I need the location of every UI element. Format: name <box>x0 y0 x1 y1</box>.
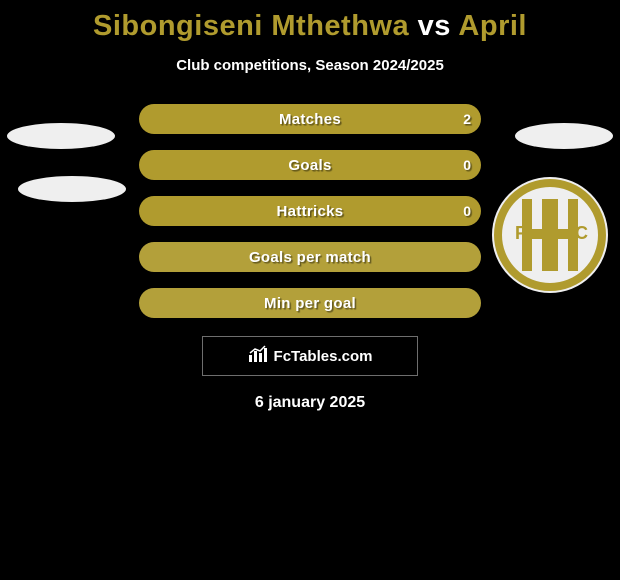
subtitle: Club competitions, Season 2024/2025 <box>0 57 620 74</box>
comparison-title: Sibongiseni Mthethwa vs April <box>0 0 620 43</box>
date-text: 6 january 2025 <box>0 394 620 412</box>
player2-badge-ellipse <box>515 123 613 149</box>
footer-brand-text: FcTables.com <box>274 348 373 365</box>
stat-bar: Goals 0 <box>139 150 481 180</box>
player1-badge-ellipse-2 <box>18 176 126 202</box>
stat-label: Hattricks <box>277 203 344 220</box>
svg-text:C: C <box>575 223 588 243</box>
player1-name: Sibongiseni Mthethwa <box>93 10 409 42</box>
stat-bar: Matches 2 <box>139 104 481 134</box>
stat-label: Goals <box>288 157 331 174</box>
footer-branding[interactable]: FcTables.com <box>202 336 418 376</box>
svg-text:F: F <box>515 223 526 243</box>
stat-label: Matches <box>279 111 341 128</box>
stat-label: Min per goal <box>264 295 356 312</box>
chart-icon <box>248 345 270 368</box>
stat-label: Goals per match <box>249 249 371 266</box>
stat-bar: Min per goal <box>139 288 481 318</box>
stat-bar: Hattricks 0 <box>139 196 481 226</box>
stat-bar: Goals per match <box>139 242 481 272</box>
stat-value-right: 0 <box>463 157 471 173</box>
vs-text: vs <box>409 10 458 42</box>
player1-badge-ellipse-1 <box>7 123 115 149</box>
stat-value-right: 0 <box>463 203 471 219</box>
player2-name: April <box>458 10 527 42</box>
player2-club-crest: F C <box>492 177 608 293</box>
stat-value-right: 2 <box>463 111 471 127</box>
